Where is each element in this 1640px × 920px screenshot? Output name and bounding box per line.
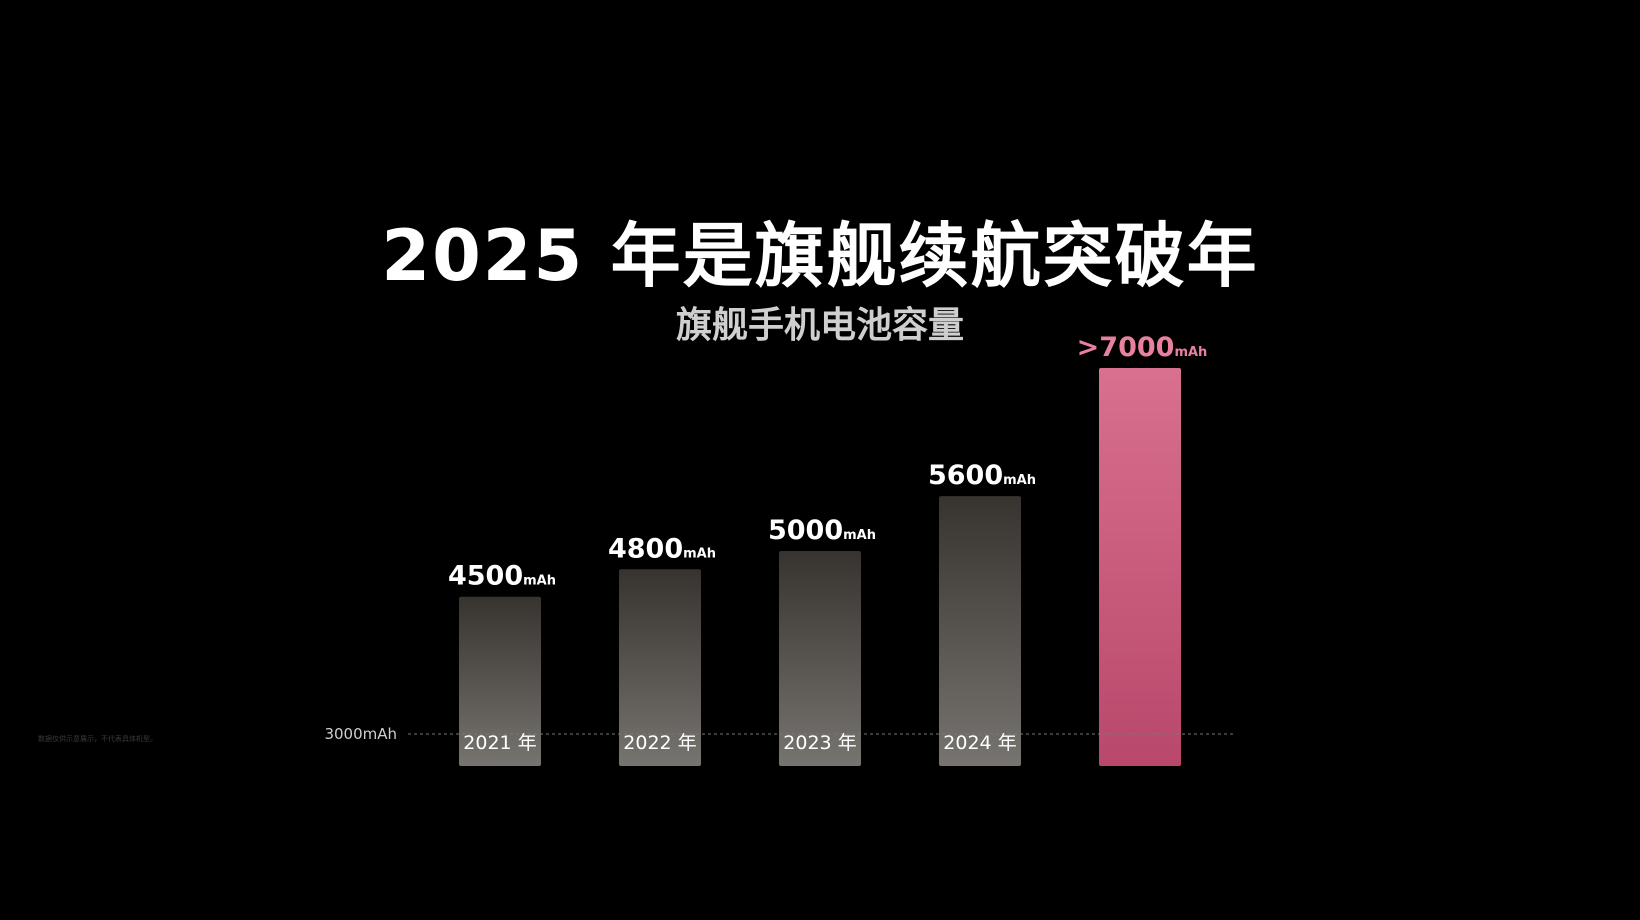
- value-unit-0: mAh: [523, 574, 556, 589]
- chart-title: 2025 年是旗舰续航突破年: [381, 215, 1259, 297]
- footnote: 数据仅供示意展示，不代表具体机型。: [38, 735, 157, 743]
- value-label-2: 5000mAh: [768, 515, 876, 546]
- value-unit-4: mAh: [1174, 345, 1207, 360]
- bar-2: [779, 550, 861, 766]
- bar-4: [1099, 368, 1181, 766]
- reference-layer: 3000mAh: [324, 725, 1234, 743]
- category-label-0: 2021 年: [463, 732, 536, 754]
- value-label-1: 4800mAh: [608, 533, 716, 564]
- reference-line-label: 3000mAh: [324, 725, 397, 743]
- bars-layer: [459, 368, 1181, 766]
- value-label-4: >7000mAh: [1077, 332, 1208, 363]
- value-unit-2: mAh: [843, 528, 876, 543]
- value-number-1: 4800: [608, 533, 683, 564]
- value-number-3: 5600: [928, 460, 1003, 491]
- category-label-3: 2024 年: [943, 732, 1016, 754]
- value-unit-3: mAh: [1003, 473, 1036, 488]
- value-number-4: >7000: [1077, 332, 1175, 363]
- category-label-1: 2022 年: [623, 732, 696, 754]
- value-unit-1: mAh: [683, 546, 716, 561]
- value-label-0: 4500mAh: [448, 561, 556, 592]
- chart-subtitle: 旗舰手机电池容量: [675, 305, 964, 346]
- value-number-2: 5000: [768, 515, 843, 546]
- category-label-2: 2023 年: [783, 732, 856, 754]
- value-number-0: 4500: [448, 561, 523, 592]
- value-label-3: 5600mAh: [928, 460, 1036, 491]
- bar-3: [939, 496, 1021, 766]
- bar-0: [459, 596, 541, 766]
- bar-1: [619, 569, 701, 766]
